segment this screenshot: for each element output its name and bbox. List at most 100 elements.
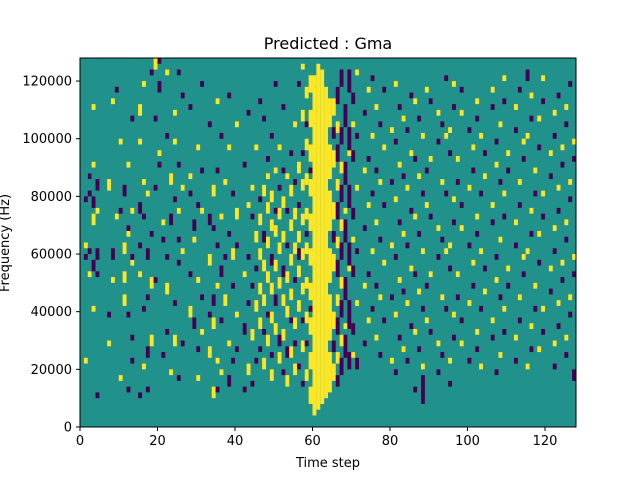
heatmap-cell-high xyxy=(215,282,220,289)
heatmap-cell-high xyxy=(494,277,499,283)
heatmap-cell-high xyxy=(428,271,433,278)
heatmap-cell-low xyxy=(188,271,193,278)
heatmap-cell-high xyxy=(498,121,503,128)
heatmap-cell-low xyxy=(114,86,119,93)
heatmap-cell-low xyxy=(215,386,220,393)
heatmap-cell-high xyxy=(304,311,309,324)
heatmap-cell-low xyxy=(145,248,150,260)
heatmap-cell-low xyxy=(572,156,577,162)
heatmap-cell-low xyxy=(145,346,150,358)
heatmap-cell-high xyxy=(401,230,406,237)
heatmap-cell-low xyxy=(242,161,247,168)
x-tick-label: 20 xyxy=(149,434,166,449)
heatmap-cell-high xyxy=(452,196,456,203)
heatmap-cell-low xyxy=(130,334,135,341)
heatmap-cell-low xyxy=(254,265,259,272)
heatmap-cell-low xyxy=(285,346,290,358)
heatmap-cell-low xyxy=(517,202,522,208)
heatmap-cell-high xyxy=(142,81,146,87)
heatmap-cell-high xyxy=(421,363,425,370)
heatmap-cell-low xyxy=(517,86,522,93)
heatmap-cell-high xyxy=(169,369,174,376)
heatmap-cell-high xyxy=(161,219,166,226)
heatmap-cell-low xyxy=(304,230,309,237)
heatmap-cell-high xyxy=(281,230,286,243)
heatmap-cell-high xyxy=(269,219,274,231)
heatmap-cell-high xyxy=(111,277,115,283)
heatmap-cell-high xyxy=(227,340,232,347)
heatmap-cell-low xyxy=(130,115,135,122)
heatmap-cell-high xyxy=(390,357,394,364)
heatmap-cell-low xyxy=(455,179,460,185)
heatmap-cell-high xyxy=(355,300,360,306)
heatmap-cell-high xyxy=(370,248,375,255)
heatmap-cell-low xyxy=(382,86,387,93)
heatmap-cell-high xyxy=(409,265,414,272)
x-tick-label: 100 xyxy=(455,434,480,449)
heatmap-cell-high xyxy=(138,271,143,278)
heatmap-cell-low xyxy=(444,190,449,197)
heatmap-cell-high xyxy=(173,334,177,347)
heatmap-cell-high xyxy=(188,305,193,318)
heatmap-cell-high xyxy=(331,202,336,220)
heatmap-cell-high xyxy=(459,340,464,347)
heatmap-cell-high xyxy=(215,357,220,364)
heatmap-cell-low xyxy=(215,167,220,174)
heatmap-cell-high xyxy=(572,138,577,145)
heatmap-cell-low xyxy=(397,334,402,341)
heatmap-cell-high xyxy=(300,282,305,295)
heatmap-cell-high xyxy=(390,127,394,133)
heatmap-cell-low xyxy=(281,167,286,174)
heatmap-cell-high xyxy=(289,184,294,197)
heatmap-cell-high xyxy=(328,190,332,231)
heatmap-cell-high xyxy=(347,265,352,272)
heatmap-cell-low xyxy=(157,161,162,168)
heatmap-cell-low xyxy=(118,207,123,214)
heatmap-cell-low xyxy=(370,75,375,82)
chart-title: Predicted : Gma xyxy=(264,34,392,53)
heatmap-cell-high xyxy=(424,86,429,93)
heatmap-cell-high xyxy=(149,277,154,289)
heatmap-cell-low xyxy=(153,277,158,283)
heatmap-cell-low xyxy=(304,340,309,347)
heatmap-cell-high xyxy=(421,248,425,255)
heatmap-cell-low xyxy=(277,334,282,347)
x-tick-label: 0 xyxy=(76,434,84,449)
x-tick-label: 60 xyxy=(304,434,321,449)
x-tick-label: 80 xyxy=(382,434,399,449)
heatmap-cell-low xyxy=(541,98,546,105)
heatmap-cell-low xyxy=(475,115,480,122)
heatmap-cell-low xyxy=(219,132,224,139)
heatmap-cell-low xyxy=(258,346,263,353)
heatmap-cell-low xyxy=(180,92,185,99)
heatmap-cell-high xyxy=(196,375,201,381)
heatmap-cell-high xyxy=(176,207,181,214)
heatmap-cell-high xyxy=(335,236,340,249)
heatmap-cell-low xyxy=(428,213,433,220)
heatmap-cell-low xyxy=(219,265,224,278)
heatmap-cell-high xyxy=(118,375,123,381)
heatmap-cell-low xyxy=(258,98,263,105)
heatmap-cell-high xyxy=(417,173,422,180)
heatmap-cell-high xyxy=(269,369,274,381)
heatmap-cell-high xyxy=(479,363,484,370)
heatmap-cell-high xyxy=(211,386,216,399)
heatmap-cell-low xyxy=(281,369,286,376)
heatmap-cell-low xyxy=(409,92,414,99)
heatmap-cell-low xyxy=(153,115,158,122)
heatmap-cell-high xyxy=(285,305,290,318)
heatmap-cell-low xyxy=(436,369,441,376)
heatmap-cell-high xyxy=(537,230,542,237)
heatmap-cell-low xyxy=(421,305,425,312)
heatmap-cell-low xyxy=(145,386,150,393)
heatmap-cell-high xyxy=(467,184,472,191)
heatmap-cell-low xyxy=(347,184,352,208)
heatmap-cell-low xyxy=(475,346,480,353)
heatmap-cell-high xyxy=(285,173,290,180)
heatmap-cell-high xyxy=(343,323,348,329)
heatmap-cell-low xyxy=(521,156,526,162)
heatmap-cell-high xyxy=(328,352,332,393)
heatmap-cell-high xyxy=(138,104,143,116)
heatmap-cell-low xyxy=(490,219,495,226)
